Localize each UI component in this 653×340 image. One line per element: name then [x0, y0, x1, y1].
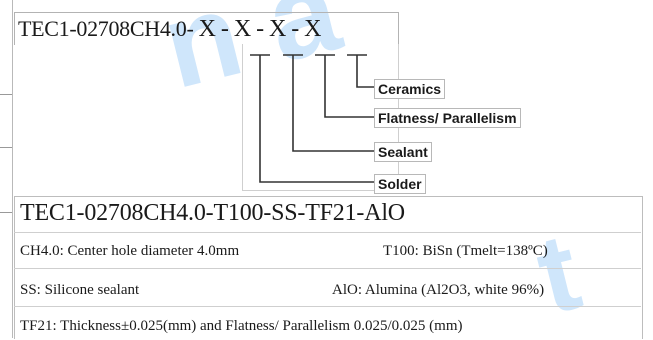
solder-leader — [259, 55, 375, 183]
row-divider — [14, 268, 641, 269]
definition-ss: SS: Silicone sealant — [20, 282, 140, 298]
example-box — [14, 196, 643, 339]
callout-ceramics: Ceramics — [374, 79, 446, 99]
segment-flatness-placeholder: X — [233, 16, 251, 42]
part-number-prefix: TEC1-02708CH4.0- — [18, 16, 194, 41]
segment-ceramics-placeholder: X — [198, 16, 216, 42]
row-divider — [14, 306, 641, 307]
example-part-number: TEC1-02708CH4.0-T100-SS-TF21-AlO — [20, 200, 405, 226]
segment-sealant-placeholder: X — [268, 16, 287, 42]
frame-tick — [0, 94, 12, 95]
part-number-template-box — [14, 12, 399, 45]
callout-solder: Solder — [374, 174, 426, 194]
sealant-leader — [292, 55, 375, 152]
frame-tick — [0, 147, 12, 148]
flatness-leader — [324, 55, 375, 118]
left-frame — [0, 0, 13, 338]
definition-t100: T100: BiSn (Tmelt=138ºC) — [383, 243, 548, 259]
segment-separator: - — [291, 16, 299, 42]
definition-tf21: TF21: Thickness±0.025(mm) and Flatness/ … — [20, 318, 463, 334]
callout-sealant: Sealant — [374, 142, 432, 162]
definition-ch4-0: CH4.0: Center hole diameter 4.0mm — [20, 243, 240, 259]
ceramics-leader — [356, 55, 375, 88]
segment-separator: - — [256, 16, 264, 42]
segment-separator: - — [220, 16, 229, 42]
row-divider — [14, 232, 641, 233]
callout-flatness-parallelism: Flatness/ Parallelism — [374, 108, 521, 128]
segment-solder-placeholder: X — [304, 16, 322, 42]
definition-alo: AlO: Alumina (Al2O3, white 96%) — [332, 282, 545, 298]
frame-tick — [0, 212, 12, 213]
part-number-template: TEC1-02708CH4.0- X - X - X - X — [18, 16, 321, 43]
